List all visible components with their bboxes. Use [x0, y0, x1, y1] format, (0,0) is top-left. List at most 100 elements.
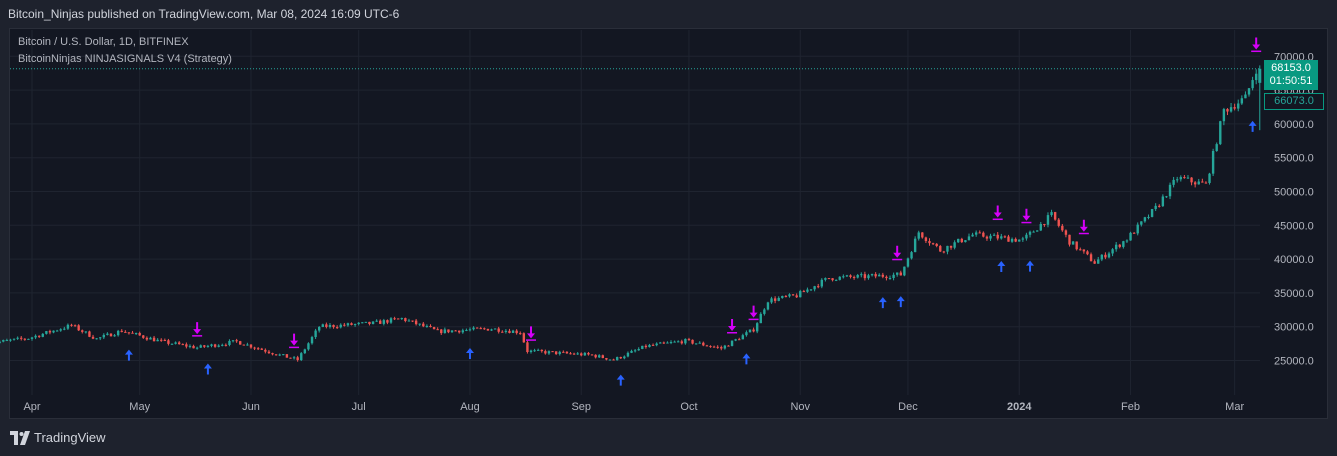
candle-body — [468, 329, 472, 331]
candle-body — [687, 338, 691, 340]
candle-body — [278, 354, 281, 356]
candle-body — [249, 344, 253, 348]
candle-body — [422, 323, 425, 327]
candle-body — [185, 344, 188, 347]
candle-body — [759, 313, 762, 324]
candle-body — [834, 279, 838, 281]
footer-brand[interactable]: TradingView — [34, 430, 106, 445]
candle-body — [231, 340, 235, 342]
candle-body — [903, 266, 906, 276]
candle-body — [142, 335, 145, 338]
candle-body — [892, 274, 895, 278]
candle-body — [680, 341, 683, 344]
candle-body — [418, 323, 421, 325]
candle-body — [213, 344, 217, 347]
sell-signal-bar — [992, 218, 1003, 221]
candle-body — [1079, 249, 1082, 251]
candle-body — [508, 330, 511, 333]
candle-body — [547, 351, 551, 354]
candle-body — [806, 289, 809, 292]
candle-body — [820, 279, 823, 287]
footer: TradingView — [0, 419, 1337, 456]
candle-body — [447, 329, 450, 333]
candle-body — [870, 274, 874, 276]
candle-body — [1222, 109, 1226, 122]
candle-body — [210, 344, 213, 346]
candle-body — [443, 329, 447, 334]
candle-body — [156, 339, 159, 342]
candle-body — [691, 339, 694, 344]
candle-body — [677, 341, 680, 343]
candle-body — [1204, 182, 1208, 184]
candle-body — [1240, 98, 1244, 104]
x-tick-label: Aug — [460, 401, 480, 413]
candle-body — [1003, 236, 1007, 238]
candle-body — [1208, 173, 1211, 183]
candle-body — [55, 330, 59, 332]
sell-signal-bar — [892, 258, 903, 261]
candle-body — [540, 349, 543, 352]
candle-body — [109, 333, 113, 337]
candle-body — [1233, 107, 1236, 109]
candle-body — [271, 353, 274, 355]
candle-body — [335, 327, 339, 329]
candle-body — [1093, 261, 1096, 264]
candle-body — [479, 328, 482, 330]
candle-body — [41, 333, 44, 337]
candle-body — [318, 326, 321, 331]
y-tick-label: 60000.0 — [1274, 119, 1314, 131]
candle-body — [1039, 224, 1042, 231]
candle-body — [511, 330, 515, 333]
candle-body — [454, 330, 457, 332]
candle-body — [651, 344, 655, 346]
candle-body — [371, 321, 375, 325]
x-tick-label: Jul — [352, 401, 366, 413]
y-tick-label: 30000.0 — [1274, 322, 1314, 334]
candle-body — [755, 323, 759, 332]
candle-body — [102, 334, 105, 338]
candle-body — [192, 345, 195, 349]
sell-signal-bar — [1251, 50, 1262, 53]
candle-body — [1111, 249, 1114, 254]
buy-signal-arrow — [997, 260, 1006, 272]
candle-body — [440, 329, 443, 334]
candle-body — [5, 340, 9, 342]
candle-body — [490, 329, 493, 331]
candle-body — [432, 327, 436, 330]
candle-body — [917, 232, 920, 239]
candle-body — [1025, 234, 1028, 239]
candle-body — [809, 289, 813, 291]
candle-body — [953, 242, 956, 248]
sell-signal-bar — [748, 318, 759, 321]
candle-body — [913, 238, 917, 253]
candle-body — [745, 332, 748, 336]
candle-body — [694, 343, 698, 345]
candle-body — [81, 330, 84, 332]
indicator-label[interactable]: BitcoinNinjas NINJASIGNALS V4 (Strategy) — [18, 53, 232, 65]
candle-body — [124, 331, 127, 333]
chart-frame[interactable] — [9, 28, 1328, 419]
candle-body — [2, 340, 5, 342]
candle-body — [20, 337, 23, 339]
candle-body — [633, 350, 637, 352]
candle-body — [461, 330, 464, 333]
symbol-label[interactable]: Bitcoin / U.S. Dollar, 1D, BITFINEX — [18, 36, 189, 48]
candle-body — [95, 338, 98, 340]
candle-body — [878, 274, 881, 277]
publisher-text: Bitcoin_Ninjas published on TradingView.… — [8, 7, 400, 21]
candle-body — [727, 345, 730, 347]
candle-body — [572, 353, 576, 355]
candle-body — [924, 237, 928, 242]
candle-body — [256, 348, 260, 350]
candle-body — [777, 297, 780, 301]
candle-body — [637, 348, 640, 351]
candle-body — [152, 337, 156, 342]
candle-body — [120, 330, 123, 332]
candle-body — [310, 337, 314, 344]
candle-body — [626, 352, 630, 357]
chart-legend: Bitcoin / U.S. Dollar, 1D, BITFINEX Bitc… — [18, 34, 232, 68]
candle-body — [246, 344, 249, 346]
candle-body — [788, 294, 791, 297]
candle-body — [0, 341, 1, 343]
